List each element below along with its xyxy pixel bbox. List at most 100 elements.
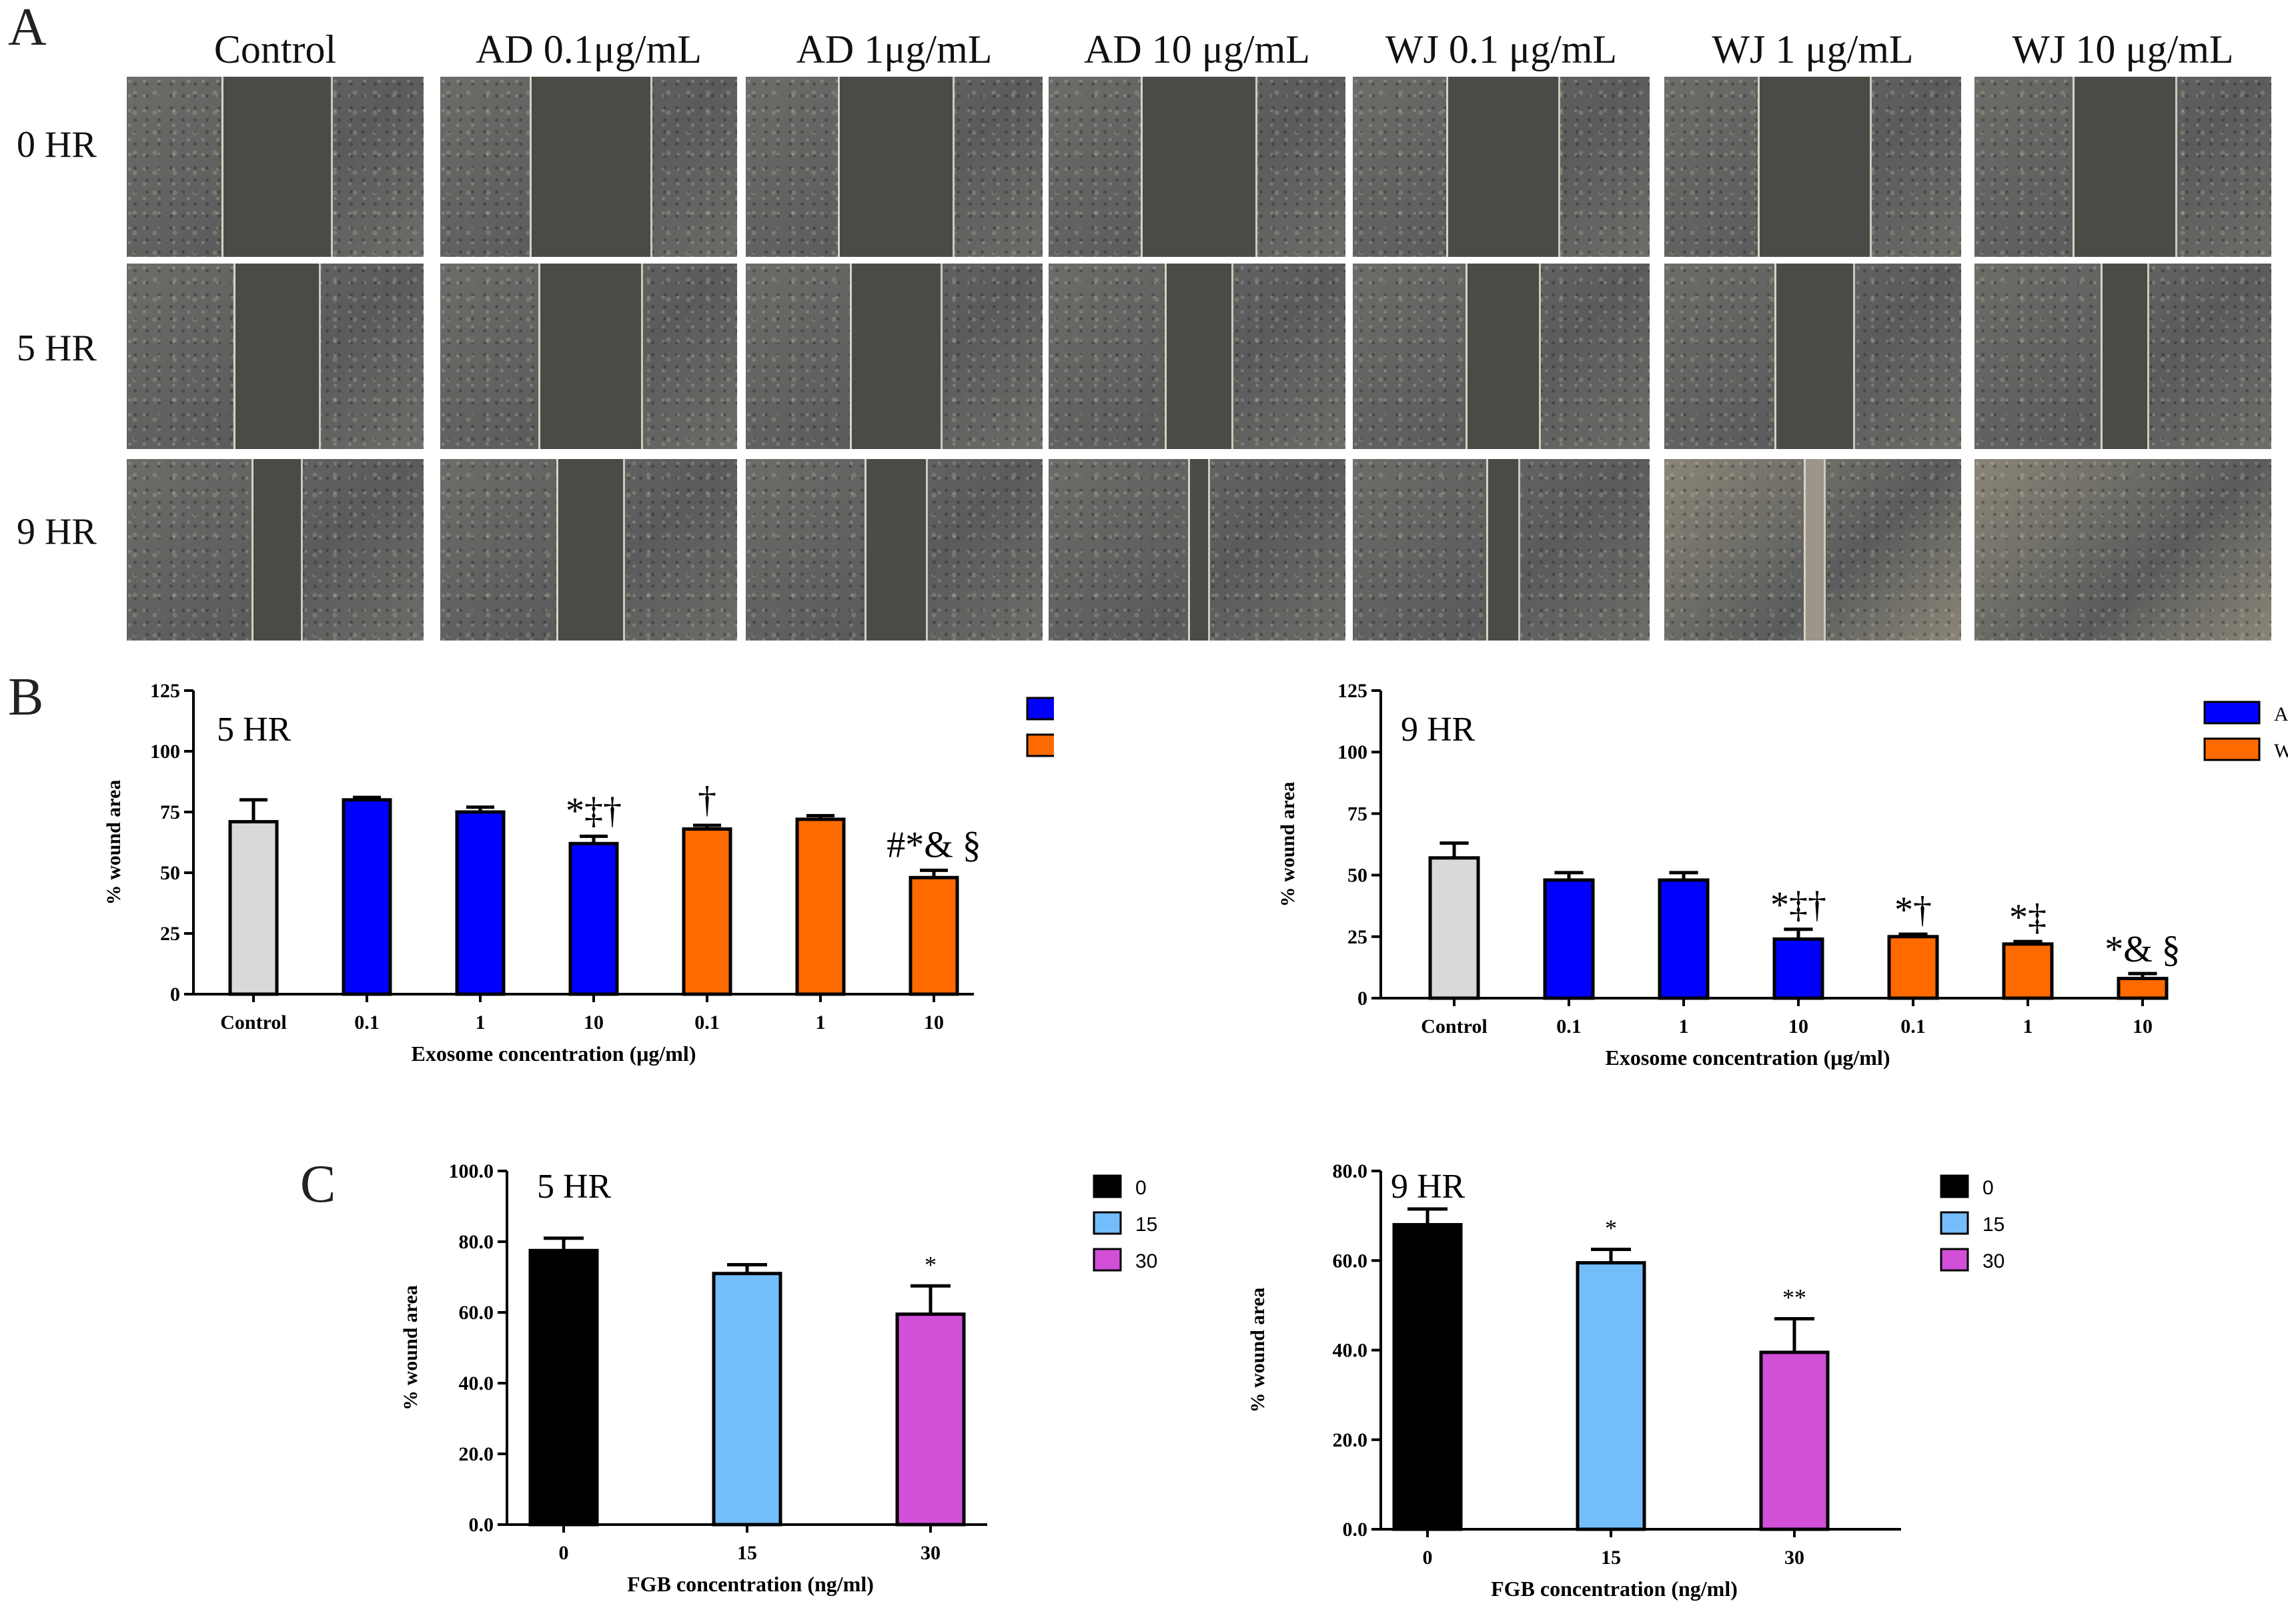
y-tick-label: 50: [1347, 865, 1367, 887]
bar: [1428, 856, 1480, 1000]
legend-swatch: [1940, 1174, 1969, 1198]
micrograph-tile: [746, 459, 1043, 641]
significance-marker: *‡: [2009, 897, 2047, 938]
chart-title: 5 HR: [537, 1168, 612, 1206]
bar: [228, 820, 279, 996]
legend-swatch: [1026, 697, 1054, 721]
micrograph-tile: [1353, 77, 1650, 257]
scratch-gap: [233, 264, 321, 449]
column-header: WJ 1 μg/mL: [1712, 27, 1914, 71]
bar: [712, 1272, 782, 1527]
scratch-gap: [1140, 77, 1258, 257]
x-tick-label: 1: [2023, 1016, 2033, 1038]
y-tick-label: 20.0: [1333, 1429, 1368, 1451]
x-tick-label: Control: [1421, 1016, 1487, 1038]
scratch-gap: [556, 459, 626, 641]
chart-title: 5 HR: [217, 711, 292, 749]
panel-b-letter: B: [8, 668, 44, 727]
legend-swatch: [1940, 1211, 1969, 1235]
legend-label: 30: [1135, 1250, 1157, 1272]
y-tick-label: 80.0: [459, 1231, 494, 1253]
y-tick-label: 75: [160, 801, 180, 823]
y-tick-label: 80.0: [1333, 1160, 1368, 1182]
scratch-gap: [251, 459, 304, 641]
legend-swatch: [1026, 733, 1054, 757]
bar: [2002, 942, 2054, 1000]
y-axis-label: % wound area: [1247, 1288, 1269, 1413]
y-tick-label: 0: [1357, 987, 1367, 1010]
micrograph-tile: [1664, 459, 1961, 641]
scratch-gap: [1804, 459, 1826, 641]
row-header: 0 HR: [17, 124, 97, 165]
x-tick-label: Control: [220, 1012, 286, 1034]
y-tick-label: 25: [1347, 926, 1367, 948]
chart-c-5hr: 0.0 20.0 40.0 60.0 80.0 100.0 % wound area 5 HR…: [400, 1160, 1157, 1596]
micrograph-tile: [127, 264, 424, 449]
legend-swatch: [1093, 1211, 1122, 1235]
legend-swatch: [2203, 737, 2261, 761]
legend-label: 30: [1982, 1250, 2004, 1272]
scratch-gap: [1446, 77, 1560, 257]
scratch-gap: [1758, 77, 1872, 257]
micrograph-tile: [1049, 459, 1345, 641]
x-axis-label: Exosome concentration (μg/ml): [412, 1042, 696, 1066]
column-header: AD 1μg/mL: [796, 27, 993, 71]
x-tick-label: 10: [2133, 1016, 2153, 1038]
x-tick-label: 1: [816, 1012, 826, 1034]
y-tick-label: 0.0: [1343, 1519, 1368, 1541]
micrograph-tile: [127, 459, 424, 641]
x-tick-label: 0.1: [354, 1012, 380, 1034]
x-tick-label: 15: [1601, 1547, 1621, 1569]
micrograph-tile: [1974, 459, 2271, 641]
bar: [1887, 935, 1939, 1000]
bar: [795, 817, 846, 996]
chart-c-9hr: 0.0 20.0 40.0 60.0 80.0 % wound area 9 HR 0 15 * 3…: [1247, 1160, 2004, 1601]
chart-title: 9 HR: [1401, 711, 1476, 749]
y-tick-label: 75: [1347, 803, 1367, 825]
y-axis-label: % wound area: [400, 1285, 422, 1411]
significance-marker: *& §: [2105, 929, 2181, 970]
column-header: AD 0.1μg/mL: [476, 27, 702, 71]
scratch-gap: [1466, 264, 1541, 449]
bar: [568, 841, 619, 996]
y-tick-label: 125: [150, 680, 180, 702]
legend-label: WJ: [2274, 740, 2288, 762]
legend-label: 15: [1982, 1214, 2004, 1236]
bar: [1543, 878, 1595, 1000]
micrograph-tile: [1974, 77, 2271, 257]
significance-marker: *‡†: [1770, 885, 1826, 926]
legend-label: 0: [1982, 1177, 1994, 1199]
y-tick-label: 25: [160, 923, 180, 945]
scratch-gap: [538, 264, 644, 449]
micrograph-tile: [1353, 264, 1650, 449]
y-tick-label: 100: [1337, 741, 1367, 763]
scratch-gap: [221, 77, 333, 257]
micrograph-tile: [440, 459, 737, 641]
y-tick-label: 50: [160, 862, 180, 884]
column-header: WJ 0.1 μg/mL: [1385, 27, 1618, 71]
x-tick-label: 0.1: [1900, 1016, 1926, 1038]
micrograph-tile: [1049, 77, 1345, 257]
y-tick-label: 100.0: [449, 1160, 494, 1182]
significance-marker: **: [1782, 1284, 1806, 1311]
chart-b-5hr: 0 25 50 75 100 125 % wound area 5 HR Control 0.1 1…: [103, 680, 1054, 1066]
micrograph-tile: [1664, 264, 1961, 449]
x-tick-label: 10: [584, 1012, 604, 1034]
bar: [528, 1248, 599, 1527]
x-tick-label: 30: [1784, 1547, 1804, 1569]
significance-marker: *†: [1894, 889, 1932, 931]
bar: [455, 810, 506, 996]
column-header: AD 10 μg/mL: [1084, 27, 1310, 71]
chart-b-9hr: 0 25 50 75 100 125 % wound area 9 HR Control 0.1 1…: [1277, 680, 2288, 1070]
panel-c-letter: C: [300, 1155, 336, 1214]
legend-label: AD: [2274, 703, 2288, 725]
x-axis-label: FGB concentration (ng/ml): [1491, 1577, 1738, 1601]
scratch-gap: [849, 264, 943, 449]
y-tick-label: 125: [1337, 680, 1367, 702]
x-axis-label: FGB concentration (ng/ml): [627, 1572, 874, 1596]
panel-a-letter: A: [8, 0, 47, 57]
scratch-gap: [529, 77, 652, 257]
bar: [909, 875, 959, 996]
bar: [1772, 937, 1824, 1000]
micrograph-tile: [1664, 77, 1961, 257]
